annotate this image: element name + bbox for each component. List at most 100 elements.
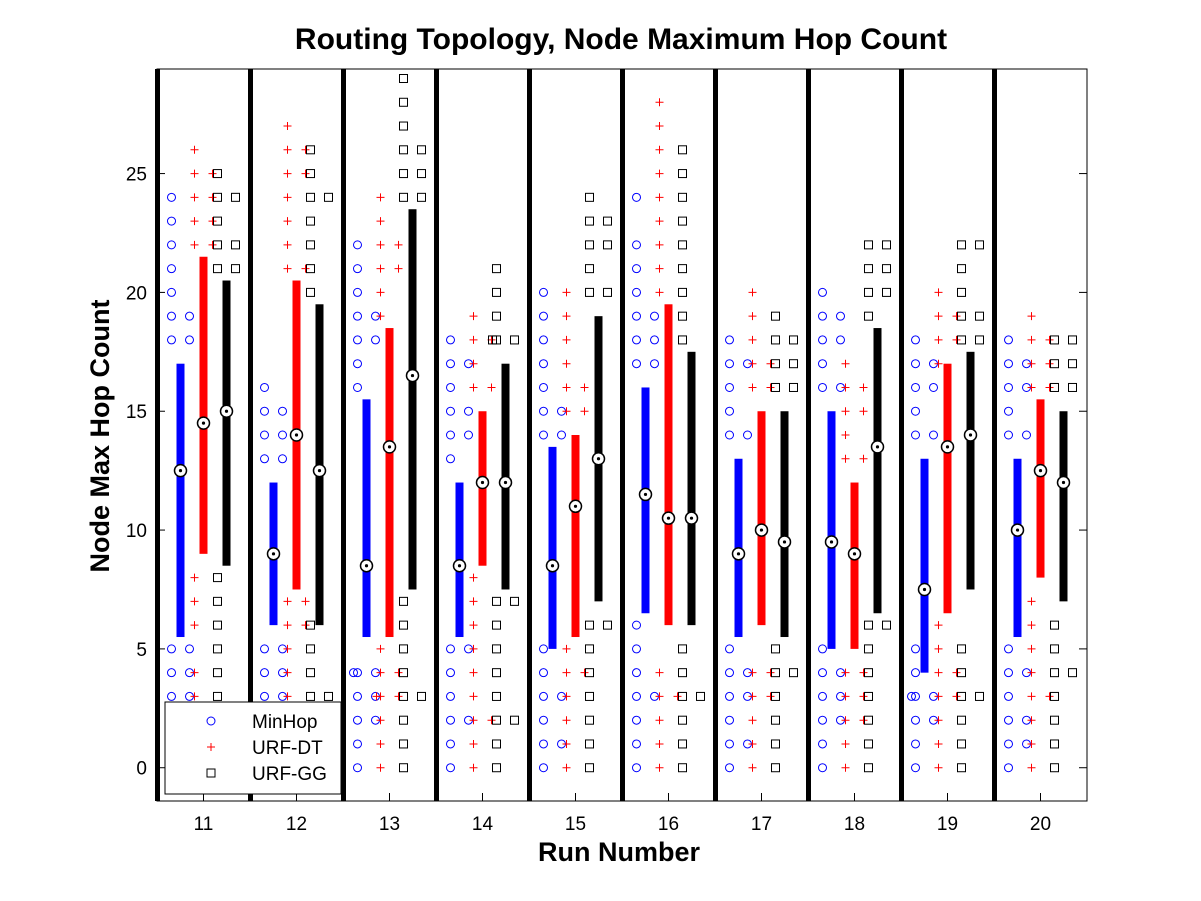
node-point <box>283 122 292 131</box>
node-point <box>399 644 408 654</box>
node-point <box>260 382 269 392</box>
node-point <box>673 692 682 701</box>
node-point <box>632 715 641 725</box>
x-tick-label: 11 <box>194 814 214 835</box>
node-point <box>1050 382 1059 392</box>
node-point <box>562 692 571 701</box>
legend: MinHop URF-DT URF-GG <box>164 701 342 795</box>
node-point <box>213 169 222 179</box>
node-point <box>353 668 362 678</box>
median-dot <box>759 528 764 532</box>
range-bar <box>571 435 580 638</box>
node-point <box>1050 668 1059 678</box>
node-point <box>748 668 757 677</box>
node-point <box>399 596 408 606</box>
node-point <box>678 145 687 155</box>
node-point <box>859 407 868 416</box>
node-point <box>841 407 850 416</box>
range-bar <box>943 363 952 614</box>
node-point <box>469 335 478 344</box>
node-point <box>585 715 594 725</box>
node-point <box>1050 644 1059 654</box>
median-dot <box>643 492 648 497</box>
node-point <box>278 454 287 464</box>
node-point <box>836 311 845 321</box>
node-point <box>748 383 757 392</box>
x-axis-label: Run Number <box>538 837 700 867</box>
node-point <box>771 311 780 321</box>
node-point <box>376 288 385 297</box>
node-point <box>394 692 403 701</box>
legend-label: URF-DT <box>252 738 323 759</box>
node-point <box>372 692 381 701</box>
node-point <box>859 668 868 677</box>
node-point <box>399 192 408 202</box>
node-point <box>864 311 873 321</box>
run-separator <box>248 69 253 801</box>
median-dot <box>875 445 880 449</box>
range-bar <box>1013 458 1022 638</box>
range-bar <box>362 399 371 638</box>
node-point <box>469 312 478 321</box>
y-tick-label: 0 <box>136 759 147 780</box>
legend-box <box>164 701 342 795</box>
node-point <box>911 430 920 440</box>
node-point <box>748 312 757 321</box>
node-point <box>208 240 217 249</box>
node-point <box>696 691 705 701</box>
node-point <box>353 382 362 392</box>
node-point <box>818 335 827 345</box>
node-point <box>771 359 780 369</box>
range-bar <box>222 280 231 566</box>
node-point <box>934 359 943 368</box>
node-point <box>632 192 641 202</box>
node-point <box>655 193 664 202</box>
node-point <box>864 763 873 773</box>
median-dot <box>666 516 671 520</box>
node-point <box>725 406 734 416</box>
node-point <box>957 335 966 345</box>
node-point <box>1027 763 1036 772</box>
node-point <box>213 240 222 250</box>
node-point <box>864 620 873 630</box>
node-point <box>929 430 938 440</box>
y-tick-label: 25 <box>126 165 147 186</box>
node-point <box>1045 383 1054 392</box>
node-point <box>678 287 687 297</box>
node-point <box>911 739 920 749</box>
node-point <box>213 596 222 606</box>
node-point <box>864 668 873 678</box>
node-point <box>213 691 222 701</box>
node-point <box>260 454 269 464</box>
node-point <box>562 739 571 748</box>
node-point <box>306 264 315 274</box>
node-point <box>213 216 222 226</box>
median-dot <box>503 480 508 485</box>
node-point <box>306 620 315 630</box>
node-point <box>818 311 827 321</box>
node-point <box>580 668 589 677</box>
node-point <box>283 145 292 154</box>
node-point <box>167 311 176 321</box>
median-dot <box>410 373 415 378</box>
node-point <box>934 335 943 344</box>
node-point <box>678 311 687 321</box>
node-point <box>585 216 594 226</box>
node-point <box>678 763 687 773</box>
node-point <box>562 335 571 344</box>
node-point <box>841 668 850 677</box>
node-point <box>399 169 408 179</box>
median-dot <box>1038 469 1043 473</box>
node-point <box>353 739 362 749</box>
node-point <box>190 692 199 701</box>
x-tick-label: 15 <box>565 814 586 835</box>
node-point <box>766 359 775 368</box>
node-point <box>190 217 199 226</box>
node-point <box>469 644 478 653</box>
node-point <box>324 192 333 202</box>
range-bar <box>199 256 208 554</box>
node-point <box>841 763 850 772</box>
median-dot <box>387 445 392 449</box>
node-point <box>1068 382 1077 392</box>
node-point <box>562 644 571 653</box>
